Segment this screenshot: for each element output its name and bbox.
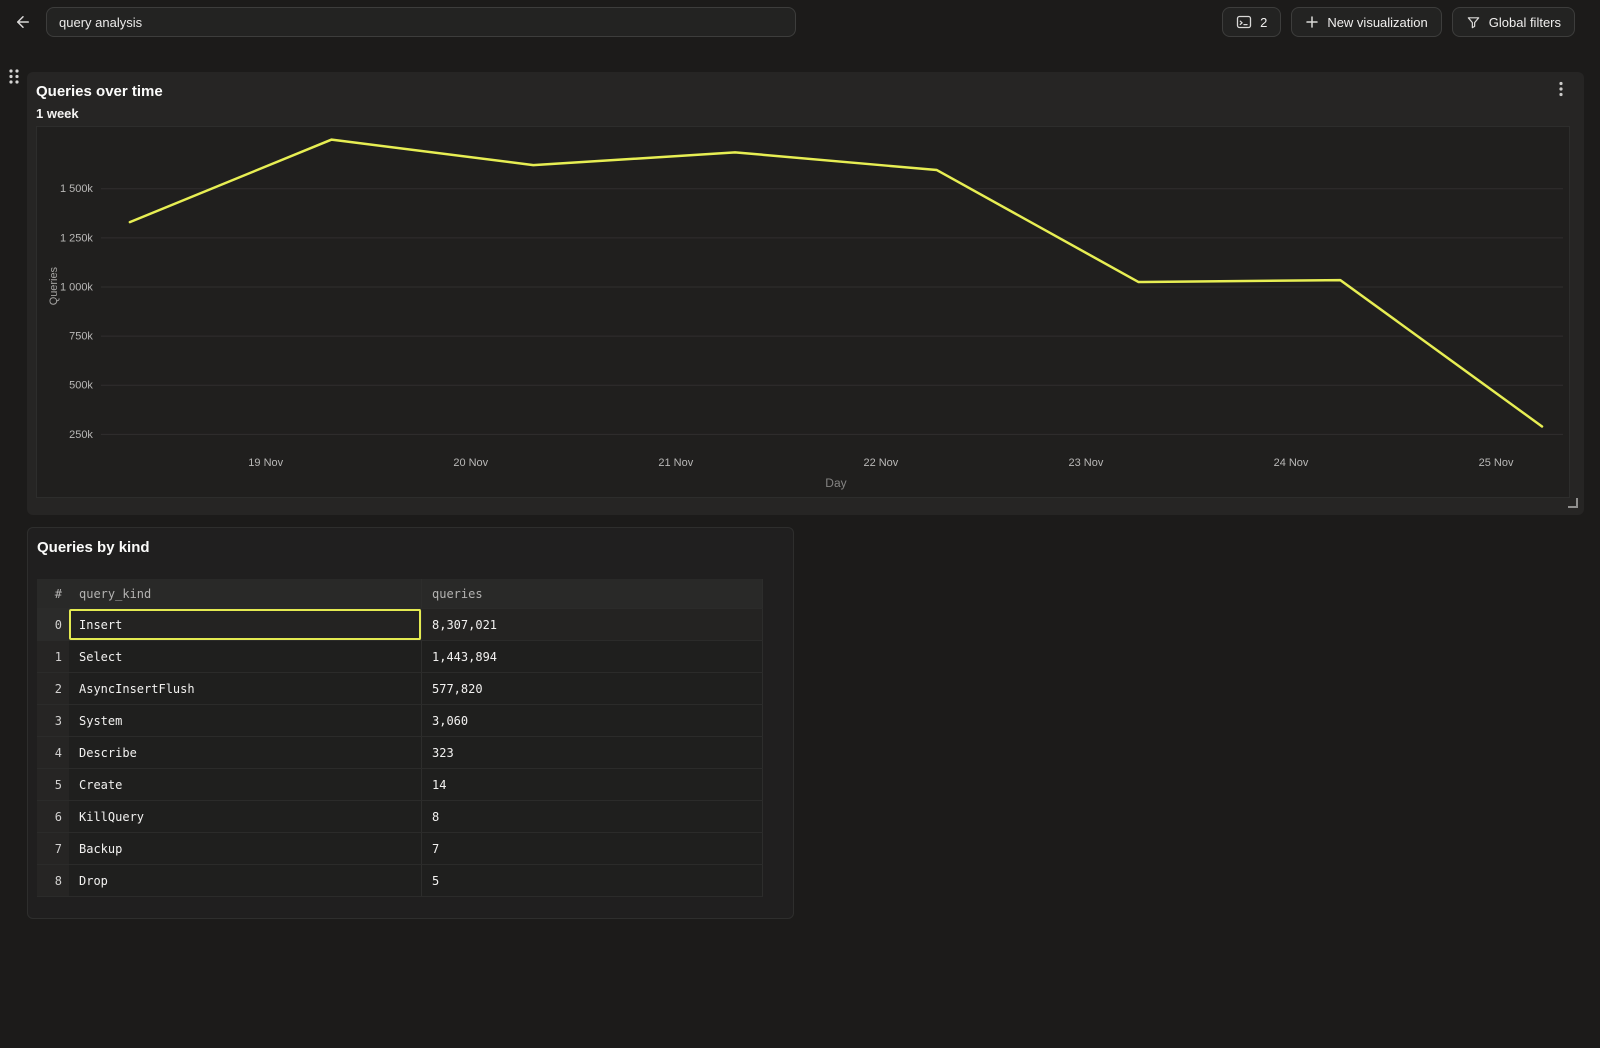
drag-dots-icon [9,69,19,84]
table-row: 1 Select 1,443,894 [37,640,763,672]
query-kind-cell[interactable]: Select [69,641,422,672]
query-kind-cell[interactable]: Create [69,769,422,800]
table-row: 5 Create 14 [37,768,763,800]
y-tick-label: 500k [69,380,93,392]
query-kind-cell[interactable]: Backup [69,833,422,864]
queries-count-cell[interactable]: 7 [422,833,763,864]
table-header-row: # query_kind queries [37,579,763,608]
global-filters-button[interactable]: Global filters [1451,7,1575,37]
row-index-cell[interactable]: 2 [37,673,69,704]
queries-count-cell[interactable]: 577,820 [422,673,763,704]
y-tick-label: 1 500k [60,183,93,195]
row-index-cell[interactable]: 3 [37,705,69,736]
queries-count-cell[interactable]: 14 [422,769,763,800]
funnel-icon [1467,16,1480,28]
row-index-cell[interactable]: 5 [37,769,69,800]
table-row: 3 System 3,060 [37,704,763,736]
y-tick-label: 1 250k [60,232,93,244]
new-visualization-label: New visualization [1327,14,1428,30]
queries-count-cell[interactable]: 8,307,021 [422,609,763,640]
query-kind-cell[interactable]: KillQuery [69,801,422,832]
table-title: Queries by kind [37,539,150,556]
global-filters-label: Global filters [1488,14,1561,30]
x-tick-label: 24 Nov [1274,457,1309,469]
row-index-cell[interactable]: 8 [37,865,69,896]
query-kind-cell[interactable]: Insert [69,609,422,640]
x-tick-label: 19 Nov [248,457,283,469]
chart-title: Queries over time [36,83,163,100]
y-tick-label: 750k [69,331,93,343]
x-tick-label: 22 Nov [863,457,898,469]
x-tick-label: 21 Nov [658,457,693,469]
queries-count-cell[interactable]: 323 [422,737,763,768]
x-tick-label: 25 Nov [1479,457,1514,469]
x-tick-label: 20 Nov [453,457,488,469]
queries-count-cell[interactable]: 8 [422,801,763,832]
column-header-queries[interactable]: queries [422,579,763,608]
new-visualization-button[interactable]: New visualization [1291,7,1442,37]
x-axis-title: Day [825,476,846,490]
query-kind-cell[interactable]: Drop [69,865,422,896]
y-tick-label: 250k [69,429,93,441]
column-header-index[interactable]: # [54,586,62,601]
row-index-cell[interactable]: 1 [37,641,69,672]
table-row: 6 KillQuery 8 [37,800,763,832]
table-row: 0 Insert 8,307,021 [37,608,763,640]
panel-resize-handle[interactable] [1568,498,1578,508]
plus-icon [1306,16,1319,28]
chart-panel: Queries over time 1 week 1 500k 1 250k 1 0… [27,72,1584,515]
console-count-button[interactable]: 2 [1222,7,1282,37]
table-panel: Queries by kind # query_kind queries 0 Inser… [27,527,794,919]
row-index-cell[interactable]: 6 [37,801,69,832]
row-index-cell[interactable]: 4 [37,737,69,768]
y-tick-label: 1 000k [60,281,93,293]
query-kind-cell[interactable]: System [69,705,422,736]
row-index-cell[interactable]: 0 [37,609,69,640]
table-row: 2 AsyncInsertFlush 577,820 [37,672,763,704]
row-index-cell[interactable]: 7 [37,833,69,864]
kebab-icon [1559,81,1563,97]
series-line-queries [128,138,1544,428]
queries-over-time-chart: 1 500k 1 250k 1 000k 750k 500k 250k Queries 19 … [48,138,1564,490]
topbar: 2 New visualization Global filters [0,0,1600,44]
query-kind-cell[interactable]: AsyncInsertFlush [69,673,422,704]
queries-by-kind-table: # query_kind queries 0 Insert 8,307,021 1 Selec… [37,579,763,897]
chart-subtitle: 1 week [36,106,79,121]
back-button[interactable] [8,7,38,37]
queries-count-cell[interactable]: 3,060 [422,705,763,736]
table-row: 8 Drop 5 [37,864,763,896]
table-row: 4 Describe 323 [37,736,763,768]
dashboard-title-input[interactable] [46,7,796,37]
queries-count-cell[interactable]: 1,443,894 [422,641,763,672]
column-header-query-kind[interactable]: query_kind [69,579,422,608]
panel-menu-button[interactable] [1552,80,1570,98]
y-axis-title: Queries [48,266,60,305]
sql-console-icon [1236,15,1252,29]
topbar-actions: 2 New visualization Global filters [1222,7,1575,37]
x-tick-label: 23 Nov [1069,457,1104,469]
arrow-left-icon [17,16,29,28]
chart-canvas[interactable]: 1 500k 1 250k 1 000k 750k 500k 250k Queries 19 … [36,126,1570,498]
table-row: 7 Backup 7 [37,832,763,864]
query-kind-cell[interactable]: Describe [69,737,422,768]
queries-count-cell[interactable]: 5 [422,865,763,896]
panel-drag-handle[interactable] [8,68,20,85]
console-count-label: 2 [1260,14,1268,30]
